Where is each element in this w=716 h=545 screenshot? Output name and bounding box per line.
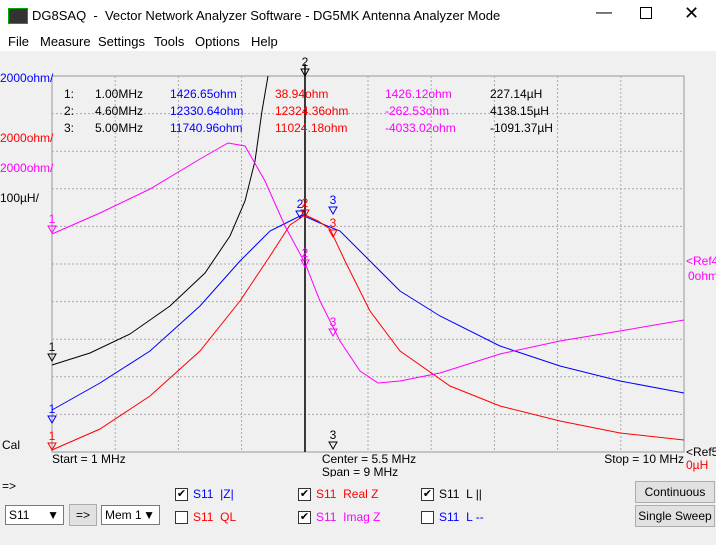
continuous-button[interactable]: Continuous [635,481,715,503]
trace-marker [300,259,310,269]
dropdown-arrow: ▼ [47,508,59,522]
marker-readout: 227.14µH [490,87,542,101]
trace-marker [47,225,57,235]
go-button[interactable]: => [69,504,97,526]
scale-label: 2000ohm/ [0,161,54,175]
sweep-label: Start = 1 MHz [52,452,126,466]
menu-item[interactable]: Settings [98,34,145,49]
param-select[interactable]: S11 ▼ [5,505,64,525]
trace-marker [328,229,338,239]
maximize-button[interactable] [640,7,652,19]
marker-readout: 11740.96ohm [170,121,243,135]
marker-readout: 12324.36ohm [275,104,348,118]
scale-label: 2000ohm/ [0,71,54,85]
menu-bar: File Measure Settings Tools Options Help [0,31,716,51]
checkbox-label: S11 Imag Z [316,510,381,524]
scale-label: 100µH/ [0,191,40,205]
trace-marker [47,442,57,452]
trace-real [51,214,685,451]
checkbox[interactable] [175,511,188,524]
menu-item[interactable]: Measure [40,34,91,49]
marker-readout: 5.00MHz [95,121,143,135]
trace-marker-label: 1 [49,429,56,443]
arrow-label: => [2,479,17,493]
grid [51,75,685,453]
marker-readout: -4033.02ohm [385,121,456,135]
title-bar: DG8SAQ - Vector Network Analyzer Softwar… [0,0,716,31]
checkbox-label: S11 QL [193,510,237,524]
trace-marker [300,68,310,78]
trace-z [51,214,685,411]
sweep-label: Stop = 10 MHz [604,452,684,466]
trace-marker-label: 3 [330,315,337,329]
sweep-label: Span = 9 MHz [322,465,398,477]
chart: 1: 1.00MHz 1426.65ohm 38.94ohm 1426.12ohm 227… [0,51,716,477]
marker-readout: -262.53ohm [385,104,449,118]
menu-item[interactable]: Tools [154,34,185,49]
menu-item[interactable]: File [8,34,29,49]
trace-marker [300,209,310,219]
scale-label: <Ref5 [686,445,716,459]
minimize-button[interactable]: — [596,4,612,21]
window-title: DG8SAQ - Vector Network Analyzer Softwar… [32,8,501,23]
marker-readout: 2: [64,104,74,118]
marker-readout: 3: [64,121,74,135]
trace-marker-label: 3 [330,216,337,230]
trace-marker-label: 2 [297,197,304,211]
trace-imag [51,142,685,384]
marker-readout: 12330.64ohm [170,104,243,118]
app-icon [8,8,28,24]
checkbox[interactable]: ✔ [298,511,311,524]
marker-readout: 1.00MHz [95,87,143,101]
scale-label: 0ohm [688,269,716,283]
checkbox[interactable]: ✔ [175,488,188,501]
trace-marker [47,353,57,363]
marker-readout: 11024.18ohm [275,121,348,135]
sweep-label: Center = 5.5 MHz [322,452,416,466]
overlay: 1: 1.00MHz 1426.65ohm 38.94ohm 1426.12ohm 227… [0,55,716,477]
trace-marker [328,328,338,338]
trace-marker-label: 1 [49,340,56,354]
marker-readout: 38.94ohm [275,87,328,101]
trace-marker [328,206,338,216]
param-select-text: S11 [9,508,30,522]
marker-readout: 1: [64,87,74,101]
close-button[interactable]: ✕ [684,3,700,23]
mem-select[interactable]: Mem 1 ▼ [101,505,160,525]
marker-readout: 1426.65ohm [170,87,237,101]
trace-marker [47,415,57,425]
checkbox[interactable]: ✔ [298,488,311,501]
dropdown-arrow: ▼ [143,508,155,522]
checkbox-label: S11 L || [439,487,482,501]
checkbox-label: S11 L -- [439,510,484,524]
scale-label: Cal [2,438,20,452]
trace-marker-label: 3 [330,428,337,442]
trace-marker-label: 1 [49,212,56,226]
checkbox[interactable]: ✔ [421,488,434,501]
mem-select-text: Mem 1 [105,508,142,522]
trace-marker-label: 2 [302,196,309,210]
trace-l [51,75,269,366]
marker-readout: 4.60MHz [95,104,143,118]
checkbox[interactable] [421,511,434,524]
trace-marker [328,441,338,451]
menu-item[interactable]: Options [195,34,240,49]
scale-label: <Ref4 [686,254,716,268]
single-sweep-button[interactable]: Single Sweep [635,505,715,527]
trace-marker-label: 3 [330,193,337,207]
scale-label: 2000ohm/ [0,131,54,145]
trace-marker [295,210,305,220]
marker-readout: 4138.15µH [490,104,549,118]
marker-readout: 1426.12ohm [385,87,452,101]
checkbox-label: S11 |Z| [193,487,234,501]
marker-readout: -1091.37µH [490,121,553,135]
trace-marker-label: 2 [302,55,309,69]
trace-marker-label: 1 [49,402,56,416]
checkbox-label: S11 Real Z [316,487,379,501]
scale-label: 0µH [686,458,708,472]
menu-item[interactable]: Help [251,34,278,49]
trace-marker-label: 2 [302,246,309,260]
